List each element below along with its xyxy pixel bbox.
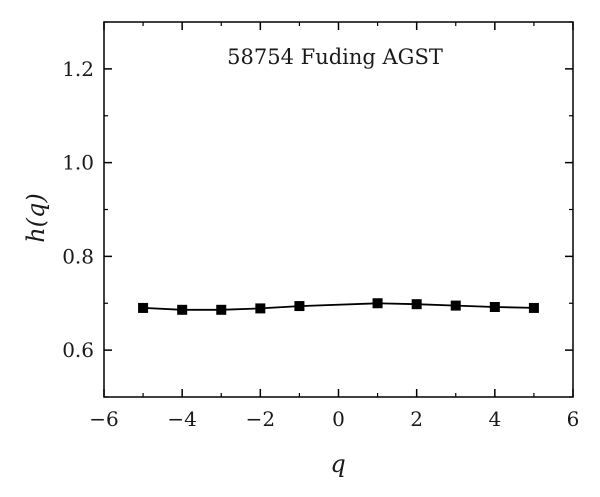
x-axis-label: q xyxy=(330,450,345,478)
data-point xyxy=(216,304,227,315)
data-point xyxy=(489,302,500,312)
y-axis-label-prefix: h( xyxy=(22,217,50,242)
y-axis-label: h(q) xyxy=(22,193,50,243)
x-tick-label: 6 xyxy=(567,407,580,431)
data-point xyxy=(177,304,188,315)
x-tick-label: −4 xyxy=(167,407,196,431)
data-point xyxy=(411,299,422,310)
data-point xyxy=(528,302,539,313)
data-point xyxy=(138,302,149,313)
y-axis-label-suffix: ) xyxy=(22,193,50,203)
x-tick-label: 0 xyxy=(332,407,345,431)
x-tick-label: −2 xyxy=(246,407,275,431)
data-point xyxy=(255,303,266,314)
chart-title: 58754 Fuding AGST xyxy=(227,45,443,69)
y-tick-label: 1.2 xyxy=(62,57,94,81)
data-point xyxy=(294,301,305,312)
x-tick-label: 4 xyxy=(488,407,501,431)
plot-frame xyxy=(103,21,574,398)
y-tick-label: 0.6 xyxy=(62,338,94,362)
series-line xyxy=(143,302,534,311)
y-tick-label: 1.0 xyxy=(62,151,94,175)
y-axis-ticks: 0.6 0.8 1.0 1.2 xyxy=(62,21,573,398)
y-axis-label-var: q xyxy=(22,203,50,218)
data-point xyxy=(372,298,383,309)
data-point xyxy=(450,300,461,311)
x-tick-label: −6 xyxy=(89,407,118,431)
y-tick-label: 0.8 xyxy=(62,244,94,268)
series-layer xyxy=(138,298,539,315)
x-axis-ticks: −6 −4 −2 0 2 4 6 xyxy=(89,22,579,431)
x-tick-label: 2 xyxy=(410,407,423,431)
